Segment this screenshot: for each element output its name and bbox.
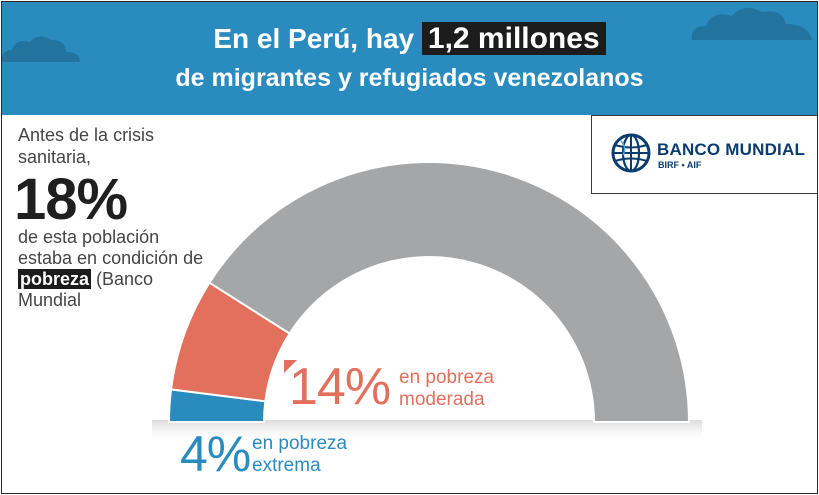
arc-segment-resto [208, 161, 691, 423]
poverty-description: de esta población estaba en condición de… [18, 227, 218, 311]
cloud-right-icon [691, 7, 812, 40]
world-bank-logo: BANCO MUNDIAL BIRF • AIF [591, 115, 817, 194]
banner-title-line2: de migrantes y refugiados venezolanos [175, 64, 644, 92]
banner-title-prefix: En el Perú, hay [213, 23, 422, 54]
logo-subtitle: BIRF • AIF [658, 160, 702, 170]
moderada-value: 14% [289, 358, 391, 416]
extrema-value: 4% [180, 426, 251, 482]
banner-title-line1: En el Perú, hay 1,2 millones [2, 21, 817, 57]
moderada-marker-icon [284, 360, 297, 373]
header-banner: En el Perú, hay 1,2 millones de migrante… [2, 2, 817, 115]
extrema-label: en pobreza extrema [252, 433, 348, 476]
poverty-total-value: 18% [14, 167, 128, 232]
cloud-left-icon [2, 36, 80, 62]
logo-name: BANCO MUNDIAL [657, 140, 806, 159]
chart-shadow [152, 420, 702, 444]
description-before: de esta población estaba en condición de [18, 227, 204, 268]
description-after: (Banco Mundial [18, 269, 154, 310]
description-highlight: pobreza [18, 269, 92, 289]
banner-title-highlight: 1,2 millones [421, 22, 606, 55]
moderada-label: en pobreza moderada [399, 367, 495, 410]
globe-icon [611, 133, 651, 173]
intro-text: Antes de la crisis sanitaria, [18, 125, 155, 167]
